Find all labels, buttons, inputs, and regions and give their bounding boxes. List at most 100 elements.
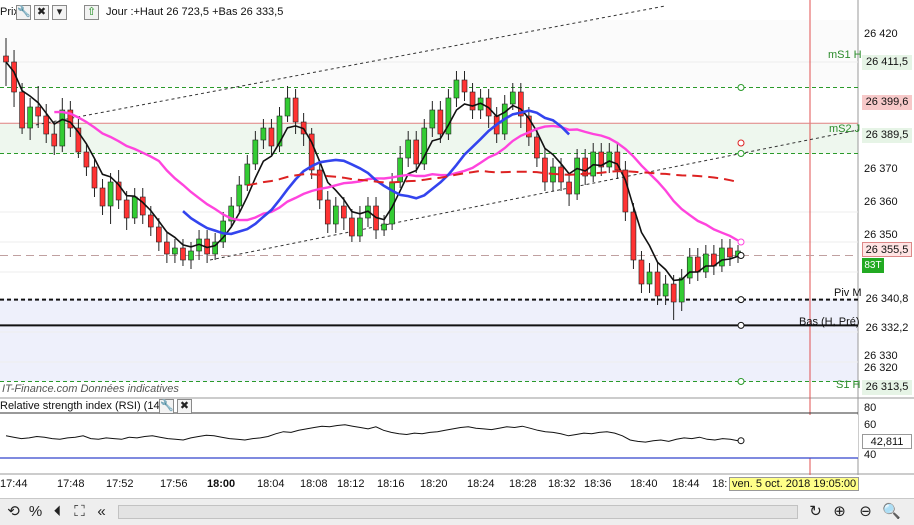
prix-label: Prix xyxy=(0,6,19,18)
top-zone-shade xyxy=(0,20,858,88)
close-icon[interactable]: ✖ xyxy=(177,399,192,414)
candle-body xyxy=(727,247,733,258)
link-icon[interactable]: % xyxy=(28,503,43,520)
candle-body xyxy=(268,127,275,147)
candle-body xyxy=(341,205,347,219)
candle-body xyxy=(686,256,693,279)
last-price-box: 26 355,5 xyxy=(862,242,912,257)
time-label: 17:56 xyxy=(160,478,188,490)
candle-body xyxy=(670,283,677,303)
candle-body xyxy=(413,139,420,165)
share-icon[interactable]: ⟲ xyxy=(7,503,20,520)
candle-body xyxy=(638,259,645,285)
candle-body xyxy=(156,226,162,243)
rsi-area xyxy=(0,415,858,458)
ms1-price-box: 26 411,5 xyxy=(862,55,912,70)
candle-body xyxy=(292,97,299,123)
wrench-icon[interactable]: 🔧 xyxy=(159,399,174,414)
candle-body xyxy=(437,109,444,135)
rsi-tick: 40 xyxy=(864,449,877,461)
reload-icon[interactable]: ↻ xyxy=(809,503,822,520)
zoom-out-icon[interactable]: ⊖ xyxy=(859,503,872,520)
candle-body xyxy=(284,97,291,117)
time-label: 17:52 xyxy=(106,478,134,490)
level-marker xyxy=(737,150,745,157)
zoom-icon[interactable]: 🔍 xyxy=(882,503,901,520)
piv-level-label: Piv M xyxy=(834,287,862,299)
candle-body xyxy=(172,247,178,255)
candle-body xyxy=(606,151,613,168)
price-tick: 26 350 xyxy=(864,229,898,241)
candle-body xyxy=(558,166,564,183)
candle-body xyxy=(27,106,33,129)
time-label: 18: xyxy=(712,478,728,490)
candle-body xyxy=(469,91,476,111)
price-tick: 26 330 xyxy=(864,350,898,362)
time-label: 18:24 xyxy=(467,478,495,490)
candle-body xyxy=(461,79,468,93)
rsi-tick: 60 xyxy=(864,419,877,431)
pan-left-icon[interactable]: ⏴ xyxy=(53,503,62,520)
candle-body xyxy=(574,157,580,195)
time-label: 18:40 xyxy=(630,478,658,490)
candle-body xyxy=(276,115,283,147)
time-label: 18:36 xyxy=(584,478,612,490)
tick-count-badge: 83T xyxy=(862,258,884,273)
close-icon[interactable]: ✖ xyxy=(34,5,49,20)
level-marker xyxy=(737,378,745,385)
candle-body xyxy=(381,223,387,231)
time-label: 17:48 xyxy=(57,478,85,490)
level-marker xyxy=(737,84,745,91)
s1-level-label: S1 H xyxy=(836,379,861,391)
candle-body xyxy=(180,247,186,261)
rsi-tick: 80 xyxy=(864,402,877,414)
candle-body xyxy=(324,199,331,225)
candle-body xyxy=(3,55,9,63)
rsi-title: Relative strength index (RSI) (14) xyxy=(0,400,164,412)
zoom-in-icon[interactable]: ⊕ xyxy=(833,503,846,520)
candle-body xyxy=(99,187,106,207)
piv-price-box: 26 340,8 xyxy=(865,293,909,305)
candle-body xyxy=(405,139,411,159)
level-marker xyxy=(737,296,745,304)
candle-body xyxy=(75,127,82,153)
price-tick: 26 370 xyxy=(864,163,898,175)
candle-body xyxy=(509,91,516,105)
candle-body xyxy=(51,133,58,147)
time-label: 18:16 xyxy=(377,478,405,490)
chevron-up-icon[interactable]: ⇧ xyxy=(84,5,99,20)
candle-body xyxy=(91,166,98,189)
wrench-icon[interactable]: 🔧 xyxy=(16,5,31,20)
horizontal-scrollbar[interactable] xyxy=(118,505,798,519)
candle-body xyxy=(244,163,251,186)
candle-body xyxy=(35,106,41,117)
bas-price-box: 26 332,2 xyxy=(865,322,909,334)
candle-body xyxy=(260,127,267,141)
candle-body xyxy=(107,181,114,207)
candle-body xyxy=(123,199,130,219)
candle-body xyxy=(518,91,524,117)
candle-body xyxy=(582,157,588,177)
candle-body xyxy=(566,181,572,195)
fit-icon[interactable]: ⛶ xyxy=(74,503,85,520)
candle-body xyxy=(212,241,218,255)
candle-body xyxy=(598,151,605,168)
candle-body xyxy=(654,271,661,297)
double-left-icon[interactable]: « xyxy=(97,503,106,520)
candle-body xyxy=(662,283,669,297)
time-label: 18:44 xyxy=(672,478,700,490)
time-label: 18:04 xyxy=(257,478,285,490)
candle-body xyxy=(19,91,25,129)
ms1-level-label: mS1 H xyxy=(828,49,862,61)
candle-body xyxy=(333,205,339,225)
lower-zone-shade xyxy=(0,298,858,382)
ms2-price-box: 26 389,5 xyxy=(862,128,912,143)
price-tick: 26 360 xyxy=(864,196,898,208)
candle-body xyxy=(421,127,428,165)
candle-body xyxy=(703,253,709,273)
time-label: 18:32 xyxy=(548,478,576,490)
watermark-text: IT-Finance.com Données indicatives xyxy=(2,383,179,395)
chevron-down-icon[interactable]: ▾ xyxy=(52,5,67,20)
candle-body xyxy=(453,79,460,99)
